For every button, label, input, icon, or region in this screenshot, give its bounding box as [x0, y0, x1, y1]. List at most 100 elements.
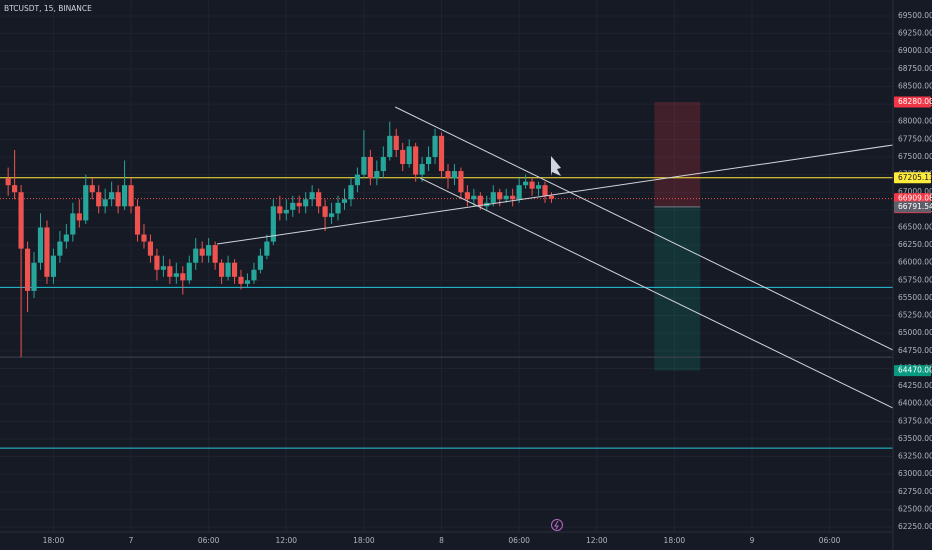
candle-body	[361, 156, 367, 175]
candle-body	[102, 199, 108, 207]
x-tick-label: 06:00	[198, 536, 220, 545]
price-badge-label: 64470.00	[898, 366, 932, 375]
candle-body	[445, 171, 451, 179]
candle-body	[121, 185, 128, 207]
y-tick-label: 69250.00	[898, 29, 932, 38]
candle-body	[316, 192, 322, 207]
price-badge-label: 66909.08	[898, 194, 932, 203]
candle-body	[413, 146, 419, 175]
candle-body	[244, 280, 251, 284]
price-badge-label: 68280.00	[898, 97, 932, 106]
candle-body	[83, 185, 89, 221]
candle-body	[212, 245, 218, 263]
candle-body	[257, 255, 263, 270]
candle-body	[535, 185, 542, 189]
y-tick-label: 66000.00	[898, 258, 932, 267]
candle-body	[348, 185, 354, 200]
y-tick-label: 64750.00	[898, 346, 932, 355]
candle-body	[115, 192, 121, 207]
candle-body	[341, 199, 348, 203]
candle-body	[335, 202, 341, 214]
candle-body	[109, 192, 115, 200]
chart-title: BTCUSDT, 15, BINANCE	[4, 4, 92, 13]
y-tick-label: 68000.00	[898, 117, 932, 126]
x-tick-label: 12:00	[275, 536, 297, 545]
candle-body	[180, 273, 186, 281]
candle-body	[380, 156, 386, 172]
price-badge	[894, 201, 931, 213]
candle-body	[160, 266, 166, 270]
y-tick-label: 62500.00	[898, 504, 932, 513]
candle-body	[141, 234, 147, 242]
price-badge-label: 67205.13	[898, 173, 932, 182]
y-tick-label: 65500.00	[898, 293, 932, 302]
candle-body	[37, 227, 44, 263]
price-badge	[894, 96, 931, 108]
candle-body	[270, 206, 276, 242]
y-tick-label: 69500.00	[898, 11, 932, 20]
candle-body	[238, 276, 244, 284]
x-tick-label: 7	[129, 536, 134, 545]
candle-body	[296, 202, 302, 207]
price-badge-label: 66791.54	[898, 202, 932, 211]
candle-body	[471, 195, 477, 200]
y-tick-label: 63750.00	[898, 416, 932, 425]
x-tick-label: 9	[750, 536, 755, 545]
candle-body	[96, 192, 102, 207]
price-badge	[894, 365, 931, 377]
candle-body	[225, 262, 231, 277]
candle-body	[529, 181, 535, 189]
y-tick-label: 64250.00	[898, 381, 932, 390]
x-tick-label: 06:00	[508, 536, 530, 545]
candle-body	[393, 135, 399, 150]
candle-body	[154, 255, 160, 270]
y-tick-label: 62250.00	[898, 522, 932, 531]
candle-body	[44, 227, 50, 277]
candle-body	[425, 156, 432, 165]
candle-body	[50, 255, 57, 277]
y-tick-label: 69000.00	[898, 46, 932, 55]
candle-body	[199, 248, 205, 256]
candle-body	[438, 135, 445, 172]
candle-body	[451, 171, 458, 179]
candle-body	[419, 164, 425, 175]
y-tick-label: 63500.00	[898, 434, 932, 443]
candle-body	[134, 206, 141, 235]
y-tick-label: 62750.00	[898, 487, 932, 496]
candle-body	[18, 192, 24, 249]
x-tick-label: 18:00	[664, 536, 686, 545]
candle-body	[328, 213, 335, 217]
candle-body	[5, 178, 11, 186]
candle-body	[387, 135, 393, 157]
candle-body	[290, 202, 296, 210]
candle-body	[186, 262, 192, 281]
target-zone	[654, 206, 701, 371]
candle-body	[89, 185, 95, 193]
candle-body	[283, 209, 289, 214]
candle-body	[523, 181, 529, 186]
candle-body	[497, 192, 503, 200]
trend-line	[394, 106, 894, 351]
y-tick-label: 63000.00	[898, 469, 932, 478]
y-tick-label: 65750.00	[898, 275, 932, 284]
y-tick-label: 67000.00	[898, 187, 932, 196]
candle-body	[128, 185, 134, 207]
y-tick-label: 66500.00	[898, 222, 932, 231]
candle-body	[303, 199, 309, 207]
x-tick-label: 12:00	[586, 536, 608, 545]
event-icon[interactable]	[551, 519, 563, 531]
y-tick-label: 65000.00	[898, 328, 932, 337]
candle-body	[374, 171, 380, 179]
y-tick-label: 66250.00	[898, 240, 932, 249]
candle-body	[31, 262, 37, 291]
trend-line	[419, 177, 894, 409]
arrow-icon	[551, 156, 561, 176]
candle-body	[24, 248, 31, 291]
candle-body	[309, 192, 315, 200]
candle-body	[251, 269, 257, 281]
candle-body	[219, 262, 225, 277]
y-tick-label: 68500.00	[898, 81, 932, 90]
y-tick-label: 64000.00	[898, 399, 932, 408]
